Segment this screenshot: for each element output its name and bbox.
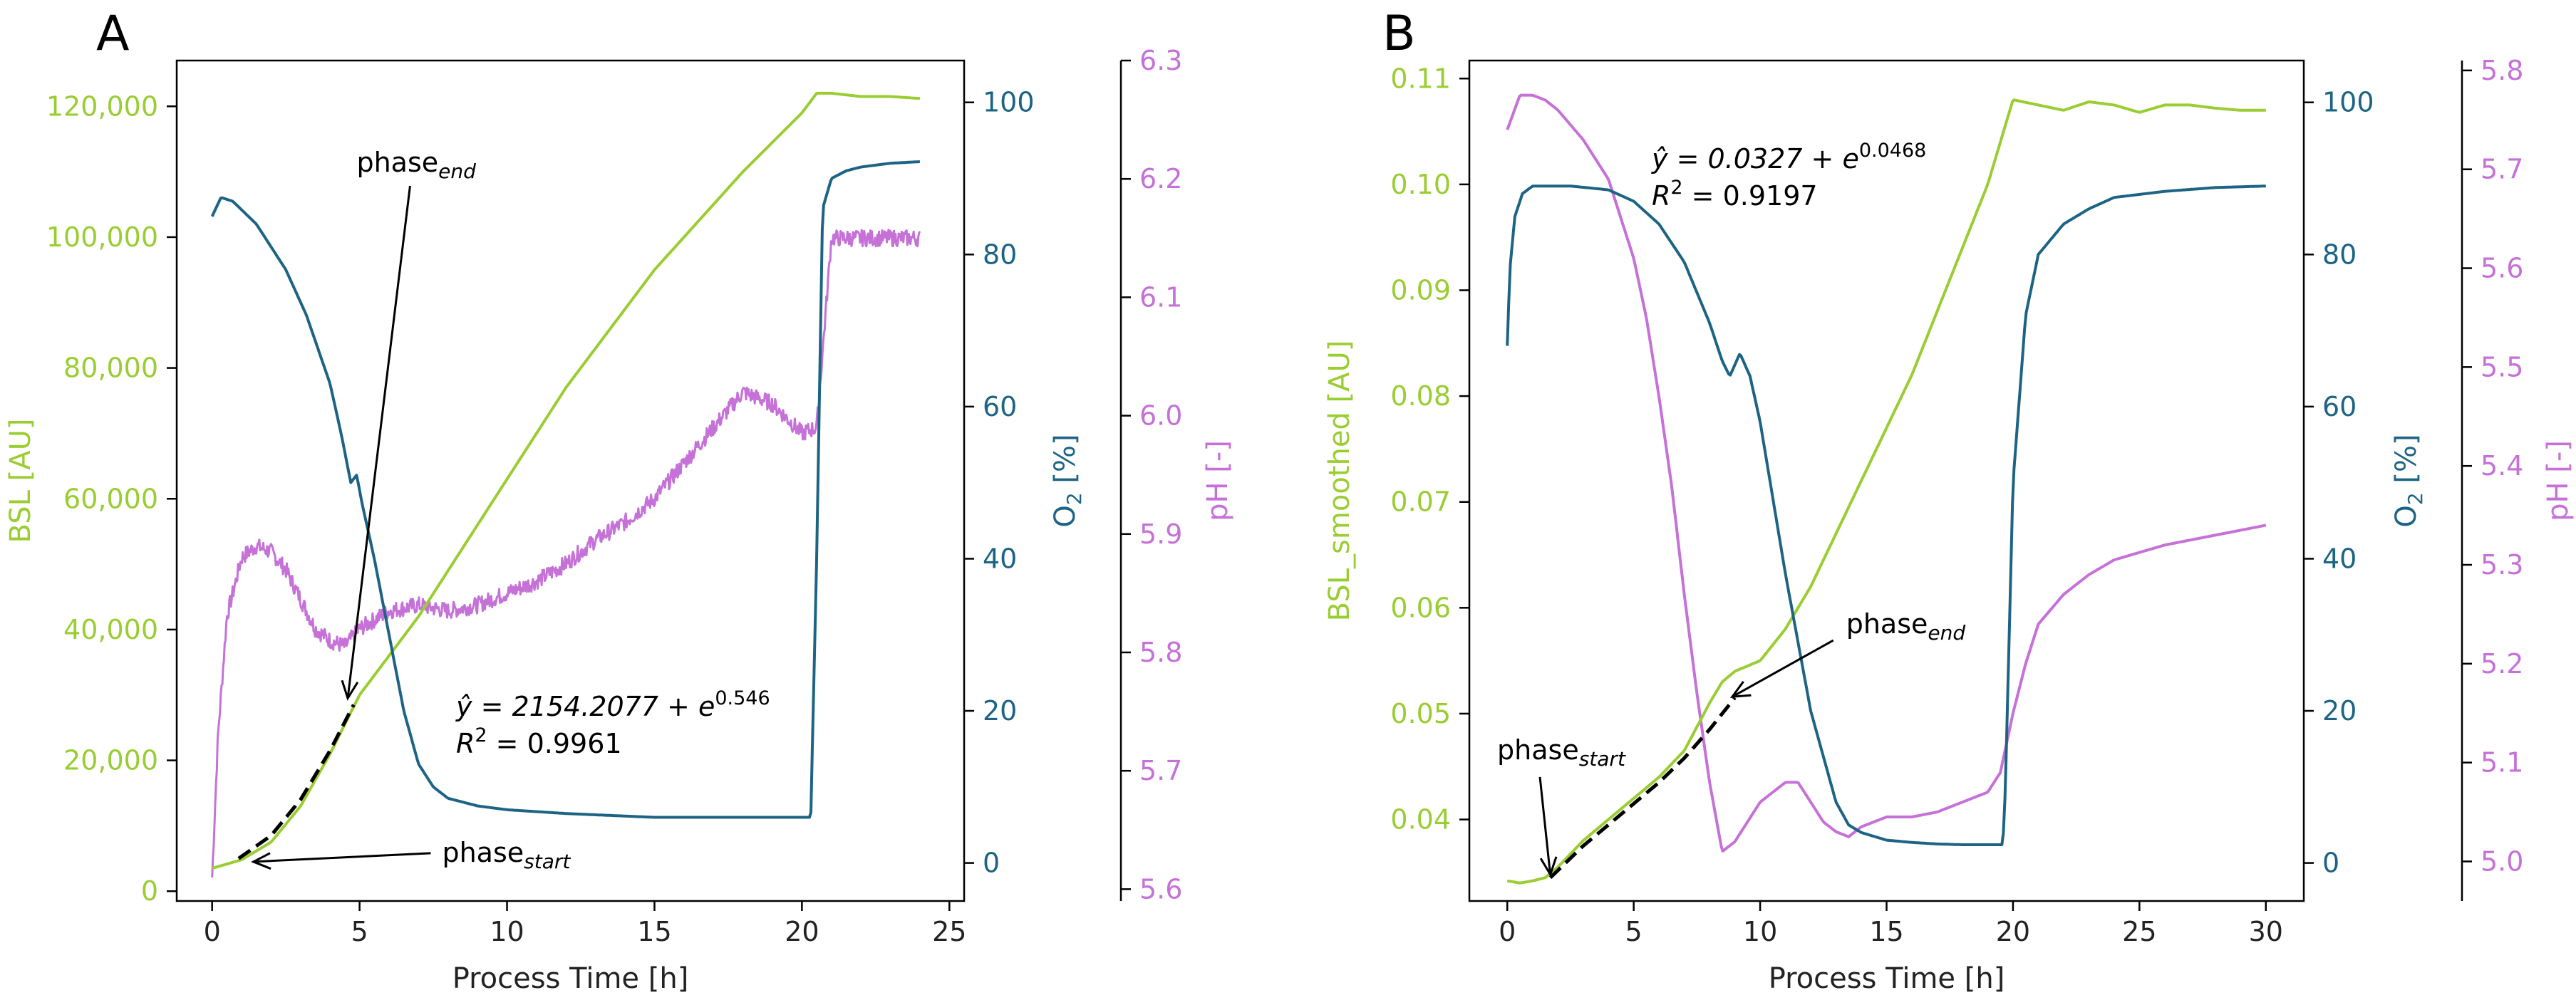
o2-tick-label: 60: [983, 391, 1017, 422]
ph-tick-label: 5.6: [2481, 253, 2523, 284]
annotation-arrow-line: [253, 852, 431, 863]
annotation-phase_start: phasestart: [1497, 734, 1626, 771]
ph-tick-label: 6.0: [1139, 400, 1182, 432]
annotation-phase_start: phasestart: [442, 837, 571, 873]
panel-label-b: B: [1382, 6, 1416, 62]
bsl-tick-label: 0.04: [1390, 804, 1451, 835]
o2-series-line: [1506, 184, 2266, 846]
panel-label-a: A: [96, 6, 130, 62]
ph-tick-label: 5.7: [1139, 755, 1182, 786]
x-tick-label: 25: [932, 916, 966, 947]
bsl-tick-label: 0.10: [1390, 169, 1451, 200]
x-tick-label: 10: [490, 916, 524, 947]
bsl-tick-label: 0: [141, 875, 158, 907]
bsl-series-line: [1506, 98, 2266, 885]
fit-equation-line1: ŷ = 0.0327 + e0.0468: [1651, 140, 1926, 175]
fit-equation-line1: ŷ = 2154.2077 + e0.546: [455, 687, 770, 722]
bsl-tick-label: 60,000: [63, 483, 158, 514]
o2-tick-label: 100: [983, 87, 1035, 118]
bsl-tick-label: 0.11: [1390, 63, 1451, 94]
o2-tick-label: 80: [2322, 239, 2357, 270]
o2-tick-label: 80: [983, 239, 1017, 270]
bsl-axis-label: BSL_smoothed [AU]: [1323, 340, 1356, 622]
annotation-arrow-head: [1729, 681, 1752, 698]
annotation-arrow-line: [1732, 639, 1834, 698]
ph-axis-label: pH [-]: [2542, 440, 2575, 521]
annotation-arrow-head: [341, 679, 359, 701]
x-tick-label: 15: [637, 916, 671, 947]
o2-tick-label: 20: [983, 695, 1017, 726]
annotation-arrow-line: [1538, 776, 1552, 875]
x-tick-label: 30: [2249, 916, 2283, 947]
plot-frame: [175, 59, 966, 902]
ph-axis-label: pH [-]: [1201, 440, 1234, 521]
ph-series-line: [1506, 93, 2267, 853]
ph-tick-label: 5.7: [2481, 154, 2523, 185]
o2-tick-label: 0: [983, 848, 1000, 879]
o2-tick-label: 0: [2322, 848, 2339, 879]
bsl-tick-label: 0.09: [1390, 274, 1451, 306]
bsl-tick-label: 80,000: [63, 353, 158, 384]
bsl-tick-label: 20,000: [63, 745, 158, 776]
o2-tick-label: 20: [2322, 695, 2357, 726]
x-tick-label: 10: [1743, 916, 1777, 947]
x-tick-label: 15: [1869, 916, 1903, 947]
bsl-axis-label: BSL [AU]: [4, 419, 37, 543]
ph-tick-label: 5.1: [2481, 747, 2523, 778]
x-tick-label: 0: [1499, 916, 1516, 947]
bsl-tick-label: 0.08: [1390, 380, 1451, 412]
ph-tick-label: 5.5: [2481, 351, 2523, 382]
x-tick-label: 20: [1996, 916, 2030, 947]
x-tick-label: 5: [1625, 916, 1643, 947]
o2-tick-label: 40: [983, 543, 1017, 574]
o2-axis-label: O2 [%]: [2390, 434, 2427, 527]
annotation-arrow-head: [250, 852, 271, 870]
annotation-phase_end: phaseend: [356, 147, 476, 183]
ph-tick-label: 5.8: [1139, 637, 1182, 668]
ph-tick-label: 5.8: [2481, 55, 2523, 86]
o2-tick-label: 40: [2322, 543, 2357, 574]
x-axis-label: Process Time [h]: [452, 962, 689, 995]
chart-panel-a: 0 5 10 15 20 25 Process Time [h] 0 20,000 40,000 6…: [4, 45, 1234, 995]
ph-tick-label: 5.9: [1139, 519, 1182, 550]
fit-dashed-line: [237, 704, 356, 860]
o2-axis-label: O2 [%]: [1049, 434, 1086, 527]
fit-equation-line2: R2 = 0.9961: [456, 724, 622, 759]
ph-series-line: [211, 229, 921, 878]
annotation-arrow-head: [1539, 856, 1558, 877]
o2-tick-label: 60: [2322, 391, 2357, 422]
bsl-tick-label: 100,000: [46, 222, 158, 253]
x-tick-label: 20: [785, 916, 819, 947]
ph-tick-label: 5.0: [2481, 845, 2523, 877]
ph-tick-label: 6.1: [1139, 281, 1182, 313]
bsl-tick-label: 0.05: [1390, 698, 1451, 729]
annotation-arrow-line: [346, 185, 411, 699]
annotation-phase_end: phaseend: [1846, 608, 1966, 645]
fit-dashed-line: [1548, 697, 1737, 880]
fit-equation-line2: R2 = 0.9197: [1652, 177, 1818, 212]
ph-tick-label: 5.3: [2481, 549, 2523, 580]
x-tick-label: 0: [204, 916, 221, 947]
chart-panel-b: 0 5 10 15 20 25 30 Process Time [h] 0.04 0.05 0.06…: [1323, 55, 2575, 995]
ph-tick-label: 5.2: [2481, 648, 2523, 679]
series-group: [1506, 93, 2267, 885]
x-axis-label: Process Time [h]: [1769, 962, 2005, 995]
ph-tick-label: 5.6: [1139, 873, 1182, 905]
x-tick-label: 5: [351, 916, 368, 947]
x-tick-label: 25: [2122, 916, 2156, 947]
ph-tick-label: 5.4: [2481, 450, 2523, 481]
bsl-tick-label: 0.07: [1390, 486, 1451, 518]
ph-tick-label: 6.3: [1139, 45, 1182, 76]
bsl-tick-label: 120,000: [46, 90, 158, 122]
series-group: [210, 91, 921, 878]
bsl-tick-label: 40,000: [63, 614, 158, 645]
bsl-tick-label: 0.06: [1390, 592, 1451, 623]
o2-tick-label: 100: [2322, 87, 2374, 118]
ph-tick-label: 6.2: [1139, 163, 1182, 194]
o2-series-line: [210, 160, 920, 819]
